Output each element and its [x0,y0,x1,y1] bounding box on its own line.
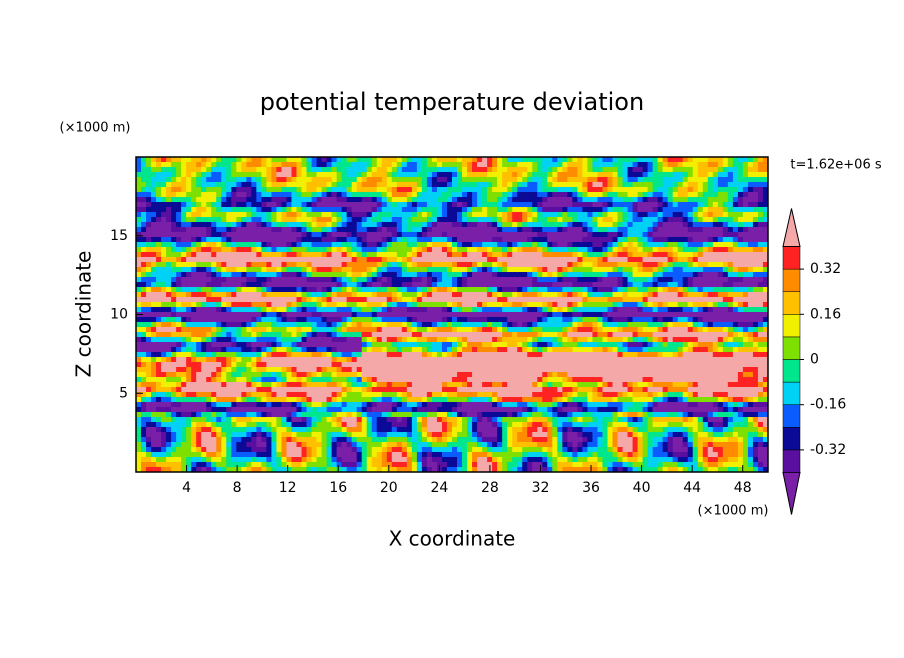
colorbar-band [783,405,800,428]
colorbar-band [783,337,800,360]
colorbar-tick-label: 0 [810,352,819,368]
colorbar-band [783,360,800,383]
x-axis-label: X coordinate [389,527,516,551]
colorbar-band [783,247,800,270]
colorbar-band [783,450,800,473]
y-tick-label: 10 [110,307,128,323]
x-tick-label: 48 [734,480,752,496]
time-label: t=1.62e+06 s [790,158,882,173]
x-tick-label: 12 [279,480,297,496]
x-tick-label: 28 [481,480,499,496]
contour-field [136,157,769,473]
colorbar-tick-label: 0.32 [810,261,841,277]
x-tick-label: 4 [182,480,191,496]
x-tick-label: 20 [380,480,398,496]
x-tick-label: 8 [233,480,242,496]
x-tick-label: 16 [329,480,347,496]
chart-title: potential temperature deviation [260,88,644,116]
y-axis-label: Z coordinate [72,251,96,378]
colorbar-band [783,292,800,315]
colorbar-band [783,382,800,405]
colorbar-band [783,269,800,292]
colorbar-tick-label: -0.32 [810,442,846,458]
x-tick-label: 24 [430,480,448,496]
colorbar-tick-label: 0.16 [810,306,841,322]
y-unit: (×1000 m) [60,121,131,136]
colorbar-triangle [783,473,800,515]
colorbar-band [783,314,800,337]
colorbar-band [783,427,800,450]
x-tick-label: 36 [582,480,600,496]
x-tick-label: 44 [683,480,701,496]
colorbar-tick-label: -0.16 [810,397,846,413]
x-tick-label: 40 [633,480,651,496]
x-unit: (×1000 m) [698,504,769,519]
colorbar-triangle [783,209,800,247]
x-tick-label: 32 [532,480,550,496]
y-tick-label: 5 [119,385,128,401]
y-tick-label: 15 [110,228,128,244]
